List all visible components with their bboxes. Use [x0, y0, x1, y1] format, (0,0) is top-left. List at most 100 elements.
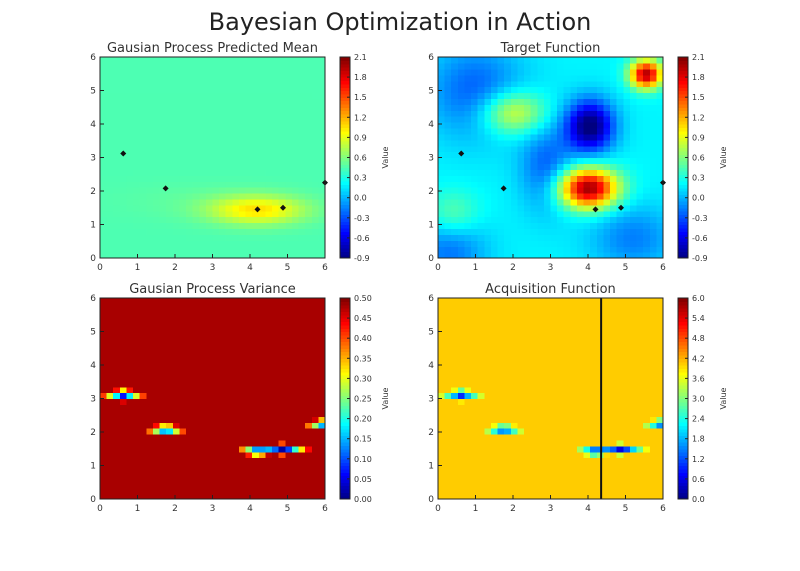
heatmap-cell — [550, 98, 558, 105]
heatmap-cell — [504, 57, 512, 64]
heatmap-cell — [258, 104, 267, 111]
heatmap-cell — [524, 175, 532, 182]
heatmap-cell — [152, 169, 161, 176]
heatmap-cell — [186, 422, 194, 429]
heatmap-cell — [471, 309, 479, 317]
heatmap-cell — [199, 198, 207, 206]
heatmap-cell — [139, 104, 147, 111]
heatmap-cell — [504, 475, 512, 482]
heatmap-cell — [258, 110, 267, 117]
heatmap-cell — [583, 404, 591, 411]
heatmap-cell — [212, 481, 220, 488]
heatmap-cell — [517, 210, 525, 218]
heatmap-cell — [497, 122, 505, 129]
heatmap-cell — [100, 204, 108, 212]
heatmap-cell — [656, 368, 664, 376]
heatmap-cell — [179, 445, 187, 453]
heatmap-cell — [238, 493, 247, 500]
heatmap-cell — [510, 62, 519, 70]
heatmap-cell — [590, 222, 598, 230]
heatmap-cell — [504, 404, 512, 411]
heatmap-cell — [311, 198, 319, 206]
heatmap-cell — [643, 104, 651, 111]
heatmap-cell — [238, 116, 247, 123]
heatmap-cell — [285, 145, 293, 153]
heatmap-cell — [576, 410, 585, 417]
heatmap-cell — [504, 457, 512, 465]
heatmap-cell — [438, 475, 446, 482]
heatmap-cell — [576, 92, 585, 99]
heatmap-cell — [517, 321, 525, 329]
heatmap-cell — [477, 439, 485, 447]
heatmap-cell — [543, 493, 552, 500]
heatmap-cell — [238, 321, 247, 329]
heatmap-cell — [457, 339, 466, 346]
heatmap-cell — [537, 493, 545, 500]
heatmap-cell — [484, 451, 492, 459]
heatmap-cell — [119, 68, 128, 76]
heatmap-cell — [232, 198, 240, 206]
heatmap-cell — [530, 303, 538, 311]
heatmap-cell — [484, 439, 492, 447]
heatmap-cell — [258, 252, 267, 259]
heatmap-cell — [126, 386, 134, 394]
heatmap-cell — [656, 169, 664, 176]
heatmap-cell — [298, 210, 306, 218]
heatmap-cell — [537, 380, 545, 388]
heatmap-cell — [543, 339, 552, 346]
heatmap-cell — [192, 475, 200, 482]
heatmap-cell — [457, 351, 466, 358]
heatmap-cell — [464, 198, 472, 206]
heatmap-cell — [477, 333, 485, 340]
heatmap-cell — [477, 80, 485, 88]
heatmap-cell — [583, 145, 591, 153]
heatmap-cell — [623, 252, 631, 259]
colorbar-segment — [340, 301, 350, 306]
heatmap-cell — [285, 398, 293, 406]
heatmap-cell — [212, 493, 220, 500]
heatmap-cell — [557, 303, 565, 311]
heatmap-cell — [172, 481, 181, 488]
heatmap-cell — [318, 74, 326, 82]
heatmap-cell — [623, 92, 631, 99]
heatmap-cell — [616, 187, 624, 194]
colorbar-segment — [340, 462, 350, 467]
heatmap-cell — [629, 110, 638, 117]
heatmap-cell — [119, 175, 128, 182]
heatmap-cell — [100, 210, 108, 218]
heatmap-cell — [464, 345, 472, 352]
heatmap-cell — [570, 309, 578, 317]
y-tick-label: 5 — [428, 87, 434, 97]
heatmap-cell — [517, 151, 525, 159]
heatmap-cell — [285, 163, 293, 170]
heatmap-cell — [245, 157, 253, 165]
heatmap-cell — [305, 169, 313, 176]
heatmap-cell — [636, 110, 644, 117]
heatmap-cell — [616, 222, 624, 230]
heatmap-cell — [225, 122, 233, 129]
heatmap-cell — [557, 163, 565, 170]
heatmap-cell — [225, 216, 233, 224]
heatmap-cell — [510, 416, 519, 423]
heatmap-cell — [530, 363, 538, 370]
heatmap-cell — [451, 451, 459, 459]
heatmap-cell — [126, 234, 134, 241]
heatmap-cell — [126, 451, 134, 459]
heatmap-cell — [590, 127, 598, 135]
heatmap-cell — [557, 133, 565, 141]
heatmap-cell — [232, 240, 240, 247]
heatmap-cell — [166, 404, 174, 411]
heatmap-cell — [438, 192, 446, 200]
heatmap-cell — [451, 333, 459, 340]
heatmap-cell — [510, 228, 519, 235]
heatmap-cell — [126, 457, 134, 465]
heatmap-cell — [457, 398, 466, 406]
heatmap-cell — [629, 327, 638, 335]
heatmap-cell — [205, 493, 214, 500]
heatmap-cell — [318, 122, 326, 129]
heatmap-cell — [192, 339, 200, 346]
heatmap-cell — [643, 234, 651, 241]
heatmap-cell — [133, 351, 141, 358]
heatmap-cell — [166, 457, 174, 465]
heatmap-cell — [100, 463, 108, 471]
